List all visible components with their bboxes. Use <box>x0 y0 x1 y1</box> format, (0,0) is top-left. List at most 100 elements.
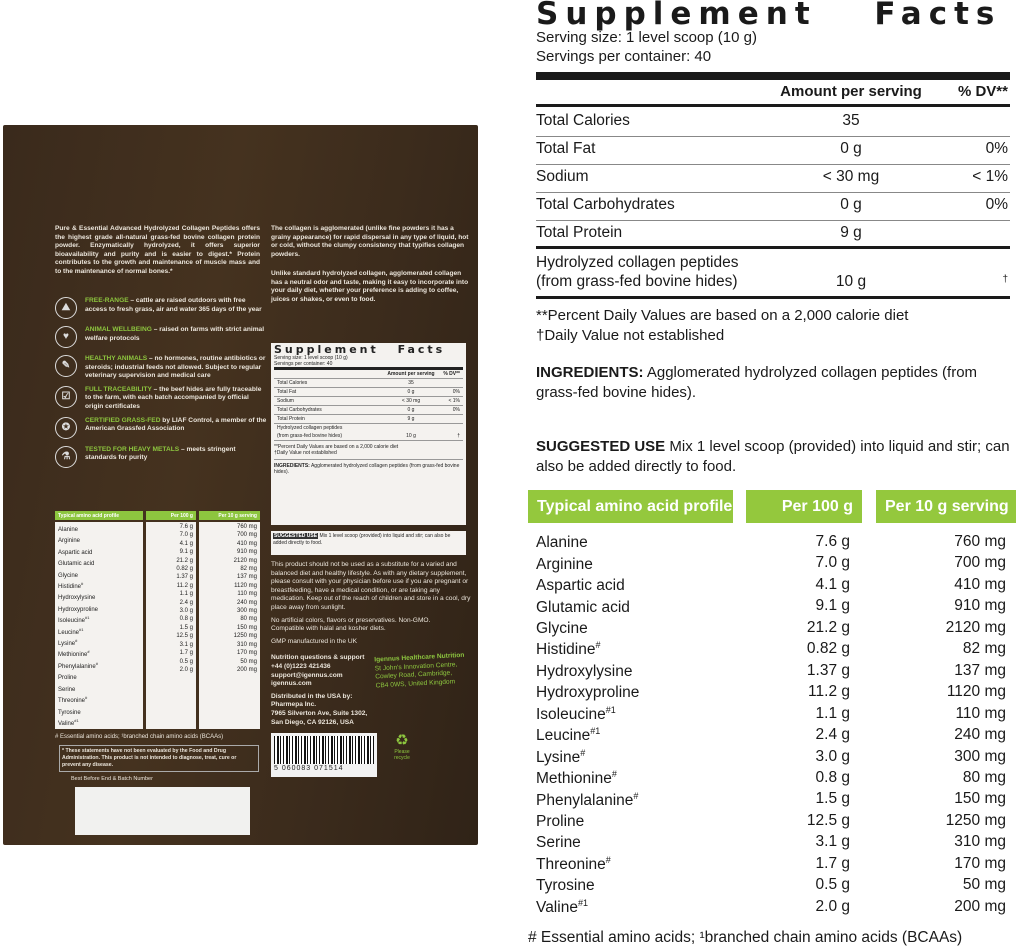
amino-row: Aspartic acid 4.1 g 410 mg <box>536 576 1010 597</box>
bag-feature: ♥ ANIMAL WELLBEING – raised on farms with… <box>55 326 267 350</box>
barcode: 5 060083 071514 <box>271 733 377 778</box>
bag-amino-name: Glutamic acid <box>58 561 95 568</box>
feature-title: ANIMAL WELLBEING <box>85 326 152 333</box>
bag-facts-dv: 0% <box>452 406 460 413</box>
barcode-number: 5 060083 071514 <box>274 765 344 773</box>
nutrient-label: Sodium <box>536 168 589 185</box>
bag-company: Igennus Healthcare Nutrition St John's I… <box>374 652 472 691</box>
amino-name: Methionine <box>536 770 612 788</box>
amino-name: Threonine <box>536 855 606 873</box>
amino-per10: 2120 mg <box>945 618 1006 636</box>
bag-amino-name: Lysine <box>58 641 76 648</box>
bag-amino-name: Threonine <box>58 698 86 705</box>
bag-amino-name: Proline <box>58 675 77 682</box>
peptides-amount: 10 g <box>835 273 867 290</box>
amino-per10: 200 mg <box>954 897 1006 915</box>
bag-amino-value: 760 mg <box>236 524 257 530</box>
bag-amino-cell: 137 mg <box>202 573 257 581</box>
amino-row: Serine 3.1 g 310 mg <box>536 833 1010 854</box>
bag-amino-footnote: # Essential amino acids; ¹branched chain… <box>55 734 224 741</box>
amino-name: Proline <box>536 813 585 830</box>
bag-facts-amount: 9 g <box>407 415 415 422</box>
bag-facts-dv <box>435 379 460 387</box>
recycle-badge: ♻ Please recycle <box>387 733 417 762</box>
divider <box>536 296 1010 299</box>
serving-size: Serving size: 1 level scoop (10 g) <box>536 29 757 46</box>
nutrient-dv: 0% <box>985 196 1008 213</box>
bag-facts-dv: < 1% <box>448 397 460 404</box>
best-before-box <box>75 787 250 836</box>
facts-row: Sodium < 30 mg < 1% <box>536 168 1010 188</box>
amino-row: Valine#1 2.0 g 200 mg <box>536 898 1010 919</box>
bag-amino-col-10: Per 10 g serving <box>199 511 260 520</box>
bag-amino-cell: Hydroxylysine <box>58 591 140 602</box>
bag-amino-cell: 0.5 g <box>149 658 193 666</box>
amino-row: Isoleucine#1 1.1 g 110 mg <box>536 705 1010 726</box>
bag-amino-value: 150 mg <box>236 624 257 631</box>
syringe-crossed-icon: ✎ <box>55 355 77 377</box>
amino-mark: # <box>595 640 601 651</box>
amino-row: Lysine# 3.0 g 300 mg <box>536 748 1010 769</box>
bag-amino-mark: #1 <box>74 717 79 723</box>
bag-facts-label: Total Fat <box>277 388 297 395</box>
bag-amino-cell: Lysine# <box>58 637 140 648</box>
amino-mark: # <box>605 854 611 865</box>
row-divider <box>536 136 1010 137</box>
bag-facts-label: Total Carbohydrates <box>277 406 322 413</box>
support-phone: +44 (0)1223 421436 <box>271 662 331 670</box>
bag-amino-name: Methionine <box>58 652 88 659</box>
divider <box>536 104 1010 107</box>
facts-row-peptides: Hydrolyzed collagen peptides (from grass… <box>536 253 1010 293</box>
bag-amino-mark: #1 <box>85 615 90 621</box>
bag-amino-value: 110 mg <box>237 591 257 598</box>
dv-not-established-note: †Daily Value not established <box>536 327 725 344</box>
amino-name: Lysine <box>536 748 581 766</box>
amino-name: Hydroxyproline <box>536 684 640 702</box>
nutrient-amount: 0 g <box>840 196 862 213</box>
amino-per100: 0.82 g <box>806 640 850 658</box>
bag-no-artificial: No artificial colors, flavors or preserv… <box>271 616 431 633</box>
bag-facts-row: Total Calories 35 <box>274 379 463 388</box>
nutrient-dv: 0% <box>985 140 1008 157</box>
feature-title: TESTED FOR HEAVY METALS <box>85 445 180 453</box>
bag-amino-cell: 110 mg <box>202 590 257 598</box>
amino-row: Tyrosine 0.5 g 50 mg <box>536 876 1010 897</box>
bag-facts-title: Supplement Facts <box>274 343 446 356</box>
bag-amino-cell: 700 mg <box>202 531 257 539</box>
bag-amino-value: 80 mg <box>240 616 257 623</box>
bag-amino-cell: 80 mg <box>202 615 257 623</box>
amino-name: Isoleucine <box>536 705 606 723</box>
bag-amino-value: 700 mg <box>236 532 257 539</box>
bag-amino-cell: Aspartic acid <box>58 546 140 557</box>
amino-row: Glutamic acid 9.1 g 910 mg <box>536 597 1010 618</box>
bag-facts-row: Sodium < 30 mg < 1% <box>274 397 463 406</box>
amino-row: Proline 12.5 g 1250 mg <box>536 812 1010 833</box>
bag-amino-value: 7.6 g <box>179 524 193 530</box>
bag-amino-value: 0.5 g <box>179 658 193 665</box>
bag-amino-cell: 1.7 g <box>149 649 193 657</box>
bag-amino-cell: 310 mg <box>202 641 257 649</box>
bag-amino-cell: Proline <box>58 671 140 682</box>
feature-text: – no hormones, routine antibiotics or st… <box>85 355 266 380</box>
bag-amino-name: Histidine <box>58 584 82 591</box>
nutrient-dv: < 1% <box>972 168 1008 185</box>
bag-amino-name: Arginine <box>58 538 81 545</box>
amino-row: Methionine# 0.8 g 80 mg <box>536 769 1010 790</box>
distributor-line: San Diego, CA 92126, USA <box>271 718 354 726</box>
bag-gmp: GMP manufactured in the UK <box>271 637 358 645</box>
recycle-text: Please recycle <box>394 749 410 762</box>
bag-amino-col-100: Per 100 g <box>146 511 196 520</box>
bag-amino-name: Leucine <box>58 629 80 636</box>
bag-col-amount: Amount per serving <box>387 370 435 377</box>
product-bag-image: Pure & Essential Advanced Hydrolyzed Col… <box>3 125 478 845</box>
amino-per10: 170 mg <box>954 854 1006 872</box>
bag-amino-value: 2.0 g <box>179 666 193 673</box>
bag-facts-label: Sodium <box>277 397 294 404</box>
bag-amino-cell: Arginine <box>58 534 140 545</box>
amino-mark: #1 <box>590 726 601 737</box>
feature-text: – the beef hides are fully traceable to … <box>85 385 262 410</box>
amino-per10: 700 mg <box>954 554 1006 572</box>
bag-amino-cell: 0.8 g <box>149 615 193 623</box>
field-icon: ⛰ <box>55 297 77 319</box>
flask-icon: ⚗ <box>55 445 77 468</box>
